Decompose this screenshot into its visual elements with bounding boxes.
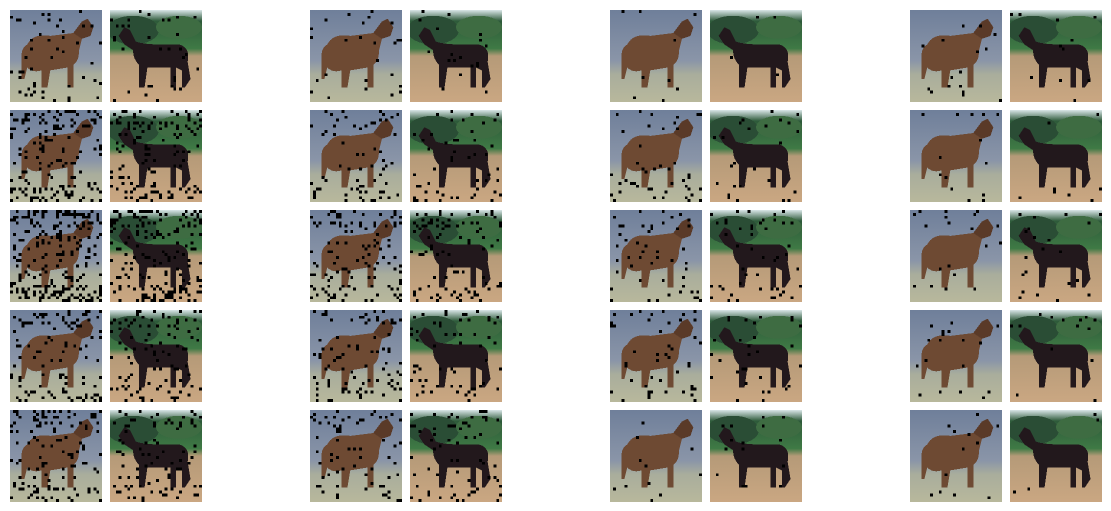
brown-horse-image [610, 10, 702, 102]
black-horse-thumbnail [1010, 110, 1102, 202]
brown-horse-thumbnail [910, 10, 1002, 102]
black-horse-image [410, 310, 502, 402]
black-horse-thumbnail [710, 110, 802, 202]
black-horse-thumbnail [710, 210, 802, 302]
black-horse-image [110, 210, 202, 302]
brown-horse-thumbnail [10, 110, 102, 202]
black-horse-thumbnail [110, 210, 202, 302]
black-horse-image [710, 10, 802, 102]
black-horse-image [410, 10, 502, 102]
brown-horse-image [610, 210, 702, 302]
black-horse-image [110, 110, 202, 202]
brown-horse-thumbnail [910, 210, 1002, 302]
brown-horse-image [310, 110, 402, 202]
brown-horse-image [10, 10, 102, 102]
black-horse-thumbnail [410, 210, 502, 302]
brown-horse-thumbnail [310, 110, 402, 202]
brown-horse-image [910, 10, 1002, 102]
brown-horse-image [310, 310, 402, 402]
brown-horse-image [610, 310, 702, 402]
brown-horse-thumbnail [10, 410, 102, 502]
brown-horse-thumbnail [610, 110, 702, 202]
black-horse-thumbnail [710, 310, 802, 402]
black-horse-image [410, 410, 502, 502]
black-horse-thumbnail [410, 110, 502, 202]
black-horse-image [1010, 410, 1102, 502]
black-horse-image [110, 10, 202, 102]
brown-horse-image [10, 310, 102, 402]
black-horse-image [1010, 210, 1102, 302]
brown-horse-thumbnail [910, 110, 1002, 202]
brown-horse-image [610, 110, 702, 202]
black-horse-image [110, 410, 202, 502]
brown-horse-image [910, 310, 1002, 402]
brown-horse-thumbnail [910, 410, 1002, 502]
brown-horse-thumbnail [610, 410, 702, 502]
black-horse-thumbnail [410, 10, 502, 102]
brown-horse-thumbnail [610, 310, 702, 402]
black-horse-image [710, 110, 802, 202]
black-horse-image [1010, 110, 1102, 202]
black-horse-thumbnail [110, 110, 202, 202]
brown-horse-image [610, 410, 702, 502]
brown-horse-image [10, 210, 102, 302]
black-horse-thumbnail [1010, 10, 1102, 102]
black-horse-thumbnail [1010, 310, 1102, 402]
brown-horse-image [910, 410, 1002, 502]
black-horse-thumbnail [710, 410, 802, 502]
brown-horse-thumbnail [310, 210, 402, 302]
black-horse-image [1010, 10, 1102, 102]
black-horse-thumbnail [710, 10, 802, 102]
brown-horse-image [10, 110, 102, 202]
black-horse-thumbnail [410, 310, 502, 402]
black-horse-image [1010, 310, 1102, 402]
brown-horse-thumbnail [610, 210, 702, 302]
brown-horse-image [310, 410, 402, 502]
brown-horse-thumbnail [310, 10, 402, 102]
brown-horse-image [310, 10, 402, 102]
black-horse-thumbnail [1010, 210, 1102, 302]
black-horse-thumbnail [110, 410, 202, 502]
brown-horse-image [10, 410, 102, 502]
black-horse-thumbnail [1010, 410, 1102, 502]
black-horse-image [710, 210, 802, 302]
black-horse-image [410, 210, 502, 302]
black-horse-image [710, 310, 802, 402]
brown-horse-thumbnail [610, 10, 702, 102]
black-horse-thumbnail [410, 410, 502, 502]
brown-horse-thumbnail [910, 310, 1002, 402]
brown-horse-thumbnail [310, 310, 402, 402]
black-horse-thumbnail [110, 310, 202, 402]
black-horse-image [410, 110, 502, 202]
black-horse-image [710, 410, 802, 502]
brown-horse-thumbnail [10, 210, 102, 302]
brown-horse-image [910, 210, 1002, 302]
brown-horse-thumbnail [10, 10, 102, 102]
brown-horse-thumbnail [310, 410, 402, 502]
brown-horse-image [310, 210, 402, 302]
brown-horse-image [910, 110, 1002, 202]
black-horse-image [110, 310, 202, 402]
brown-horse-thumbnail [10, 310, 102, 402]
black-horse-thumbnail [110, 10, 202, 102]
